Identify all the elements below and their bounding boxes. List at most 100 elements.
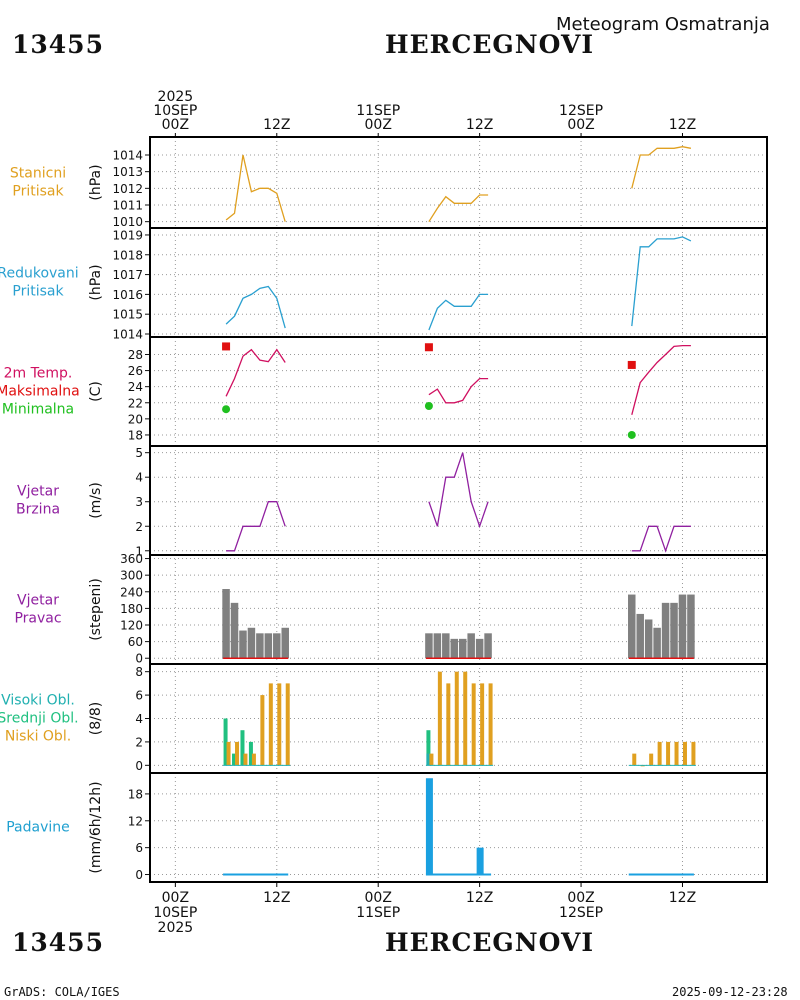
y-tick-label: 1014	[112, 328, 143, 342]
top-time-label: 00Z	[365, 117, 392, 133]
bottom-time-label: 10SEP	[153, 905, 197, 921]
unit-label: (m/s)	[88, 482, 104, 519]
unit-label: (8/8)	[88, 702, 104, 735]
y-tick-label: 360	[120, 552, 143, 566]
y-tick-label: 180	[120, 602, 143, 616]
station-id-top: 13455	[12, 30, 104, 59]
series-line-pressure-day1	[225, 154, 286, 222]
panel-wind-direction: 0 60 120 180 240 300 360 Vjetar Pravac (stepeni)	[14, 552, 768, 666]
cloud-bar-niski	[691, 741, 696, 766]
direction-bar	[433, 633, 442, 659]
cloud-bar-niski	[666, 741, 671, 766]
direction-bar	[239, 630, 247, 659]
y-tick-label: 1016	[112, 288, 143, 302]
top-time-label: 2025	[158, 89, 194, 105]
panel-label: Niski Obl.	[5, 729, 71, 745]
y-tick-label: 8	[135, 665, 143, 679]
cloud-bar-niski	[454, 671, 459, 766]
series-line-temp-day2	[428, 377, 489, 404]
panel-frame	[149, 445, 768, 556]
y-tick-label: 1	[135, 544, 143, 558]
bottom-time-label: 12Z	[669, 890, 696, 906]
panel-frame	[149, 336, 768, 447]
y-tick-label: 4	[135, 712, 143, 726]
panel-label: Vjetar	[17, 593, 59, 609]
direction-bar	[653, 627, 661, 659]
station-id-bottom: 13455	[12, 928, 104, 957]
panel-label: Visoki Obl.	[1, 693, 75, 709]
cloud-bar-niski	[226, 741, 231, 766]
cloud-bar-niski	[632, 753, 637, 766]
y-tick-label: 3	[135, 495, 143, 509]
direction-bar	[222, 589, 230, 659]
direction-bar	[442, 633, 450, 659]
product-title: Meteogram Osmatranja	[556, 14, 770, 35]
cloud-bar-niski	[285, 683, 290, 766]
y-tick-label: 1017	[112, 268, 143, 282]
max-temp-marker	[424, 343, 433, 352]
y-tick-label: 22	[128, 396, 143, 410]
cloud-bar-niski	[251, 753, 256, 766]
top-time-label: 12SEP	[559, 103, 603, 119]
panel-label: Maksimalna	[0, 384, 80, 400]
direction-bar	[281, 627, 289, 659]
top-time-label: 12Z	[466, 117, 493, 133]
footer-credit: GrADS: COLA/IGES	[4, 985, 120, 999]
top-time-label: 11SEP	[356, 103, 400, 119]
panel-label: Brzina	[16, 502, 60, 518]
y-tick-label: 4	[135, 471, 143, 485]
cloud-bar-niski	[674, 741, 679, 766]
cloud-bar-niski	[446, 683, 451, 766]
cloud-bar-niski	[463, 671, 468, 766]
panel-precipitation: 0 6 12 18 Padavine (mm/6h/12h)	[6, 772, 768, 883]
panel-label: Pravac	[14, 611, 61, 627]
series-line-reduced-day1	[225, 285, 286, 329]
max-temp-marker	[627, 360, 636, 369]
footer-timestamp: 2025-09-12-23:28	[672, 985, 788, 999]
bottom-time-label: 12Z	[263, 890, 290, 906]
top-time-label: 00Z	[162, 117, 189, 133]
direction-bar	[458, 638, 467, 659]
direction-bar	[484, 633, 492, 659]
panel-frame	[149, 772, 768, 883]
y-tick-label: 1012	[112, 182, 143, 196]
y-tick-label: 60	[128, 635, 143, 649]
cloud-bar-srednji	[248, 741, 253, 766]
panel-label: Pritisak	[12, 184, 64, 200]
cloud-bar-niski	[277, 683, 282, 766]
cloud-bar-niski	[235, 741, 240, 766]
y-tick-label: 1014	[112, 149, 143, 163]
min-temp-marker	[424, 401, 433, 410]
station-name-top: HERCEGNOVI	[385, 30, 595, 59]
series-line-temp-day3	[631, 344, 691, 415]
bottom-time-label: 2025	[158, 920, 194, 936]
panel-frame	[149, 136, 768, 229]
top-time-label: 12Z	[263, 117, 290, 133]
cloud-bar-niski	[243, 753, 248, 766]
cloud-bar-visoki	[426, 753, 431, 766]
unit-label: (C)	[88, 381, 104, 402]
cloud-bar-srednji	[223, 718, 228, 766]
cloud-bar-niski	[488, 683, 493, 766]
direction-bar	[256, 633, 264, 659]
unit-label: (hPa)	[88, 164, 104, 200]
y-tick-label: 2	[135, 735, 143, 749]
bottom-time-label: 00Z	[365, 890, 392, 906]
direction-bar	[678, 594, 687, 659]
panel-reduced-pressure: 1014 1015 1016 1017 1018 1019 Redukovani Pritis…	[0, 227, 768, 342]
direction-bar	[264, 633, 273, 659]
y-tick-label: 1011	[112, 199, 143, 213]
panel-label: Minimalna	[2, 402, 74, 418]
panel-temperature: 18 20 22 24 26 28 2m Temp. Maksimalna Minimalna (…	[0, 336, 768, 447]
series-line-pressure-day2	[428, 194, 489, 223]
cloud-bar-niski	[657, 741, 662, 766]
panel-label: Vjetar	[17, 484, 59, 500]
y-tick-label: 240	[120, 585, 143, 599]
bottom-time-label: 12SEP	[559, 905, 603, 921]
direction-bar	[230, 602, 239, 659]
panel-label: Pritisak	[12, 284, 64, 300]
cloud-bar-niski	[682, 741, 687, 766]
direction-bar	[687, 594, 695, 659]
unit-label: (stepeni)	[88, 578, 104, 641]
panel-label: Padavine	[6, 820, 70, 836]
